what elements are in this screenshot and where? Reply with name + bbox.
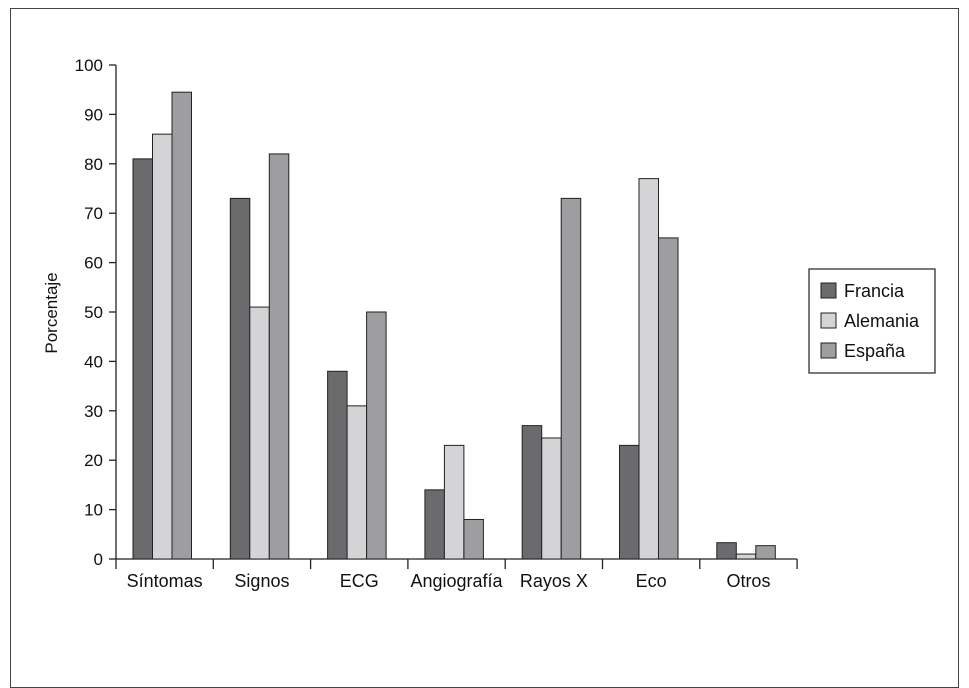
bar-alemania [443,444,465,560]
bar-francia [132,158,153,560]
legend-swatch [820,312,837,329]
legend-swatch [820,342,837,359]
legend-label: Alemania [844,311,920,331]
x-category-label: Síntomas [127,571,203,591]
bar-alemania [152,133,173,560]
bar-españa [366,311,387,560]
y-tick-label: 70 [84,204,103,223]
y-axis: 0 10 20 30 40 50 60 70 80 90 100 [75,56,117,569]
bar-españa [268,153,290,560]
y-axis-title: Porcentaje [42,272,61,353]
bar-francia [327,370,348,560]
bar-alemania [638,178,659,560]
y-tick-label: 10 [84,501,103,520]
x-axis: Síntomas Signos ECG Angiografía Rayos X Eco Ot… [115,558,798,591]
bar-francia [424,489,445,560]
bar-españa [560,197,582,560]
x-category-label: Signos [234,571,289,591]
bar-alemania [541,437,562,560]
y-tick-label: 100 [75,56,103,75]
y-tick-label: 90 [84,105,103,124]
x-category-label: ECG [340,571,379,591]
bar-chart: 0 10 20 30 40 50 60 70 80 90 100 Síntomas Signos ECG… [42,56,936,591]
bar-alemania [249,306,270,560]
y-tick-label: 50 [84,303,103,322]
bar-francia [619,444,640,560]
y-tick-label: 20 [84,451,103,470]
y-tick-label: 80 [84,155,103,174]
bar-españa [658,237,679,560]
bar-alemania [346,405,368,560]
bar-alemania [735,553,757,560]
y-tick-label: 40 [84,352,103,371]
bar-francia [716,542,737,560]
legend-label: Francia [844,281,905,301]
x-category-label: Otros [726,571,770,591]
legend-label: España [844,341,906,361]
x-category-label: Angiografía [411,571,504,591]
y-tick-label: 60 [84,254,103,273]
bar-españa [171,91,192,560]
bar-españa [755,545,776,560]
bar-francia [521,425,543,560]
x-category-label: Eco [636,571,667,591]
bars [132,91,776,560]
x-category-label: Rayos X [520,571,588,591]
bar-francia [229,197,251,560]
y-tick-label: 30 [84,402,103,421]
bar-españa [463,518,484,560]
legend: Francia Alemania España [808,268,936,374]
legend-swatch [820,282,837,299]
y-tick-label: 0 [94,550,103,569]
